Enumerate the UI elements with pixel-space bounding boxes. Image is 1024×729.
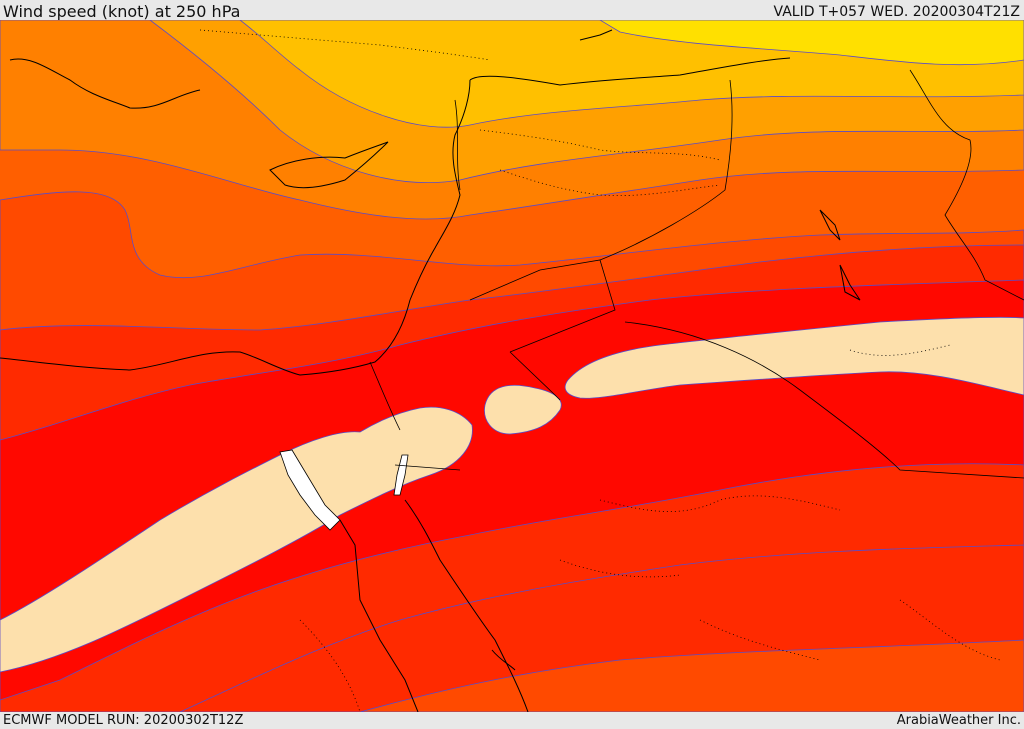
wind-band-yellow [599, 20, 1024, 66]
gulf-of-aqaba [393, 454, 409, 496]
gulf-of-suez [279, 449, 341, 531]
valid-time: VALID T+057 WED. 20200304T21Z [773, 4, 1020, 20]
wind-speed-map[interactable] [0, 20, 1024, 712]
footer-bar: ECMWF MODEL RUN: 20200302T12Z ArabiaWeat… [0, 712, 1024, 729]
header-bar: Wind speed (knot) at 250 hPa VALID T+057… [0, 0, 1024, 21]
political-borders [369, 69, 1024, 479]
map-title: Wind speed (knot) at 250 hPa [3, 2, 241, 21]
jet-core-main [0, 406, 473, 673]
wind-band-bright-red [0, 279, 1024, 701]
wind-band-lower-outer [359, 639, 1024, 712]
jet-core-center [484, 384, 562, 435]
credit-label: ArabiaWeather Inc. [896, 713, 1021, 728]
coastlines [0, 29, 861, 712]
model-run-label: ECMWF MODEL RUN: 20200302T12Z [3, 713, 244, 728]
jet-core-east [564, 316, 1024, 399]
admin-boundaries [199, 29, 1001, 712]
